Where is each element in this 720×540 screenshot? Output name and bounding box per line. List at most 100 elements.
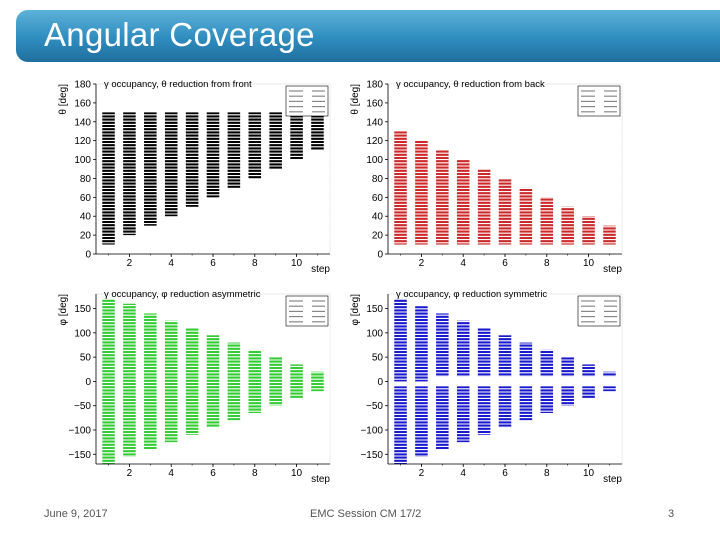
data-bar <box>164 320 178 443</box>
y-tick-label: 140 <box>74 117 91 128</box>
data-bar <box>227 342 241 421</box>
y-tick-label: 0 <box>377 377 383 388</box>
x-axis-label: step <box>603 474 622 485</box>
x-axis-label: step <box>311 264 330 275</box>
y-tick-label: 100 <box>74 155 91 166</box>
data-bar <box>603 371 616 377</box>
x-tick-label: 4 <box>168 258 174 269</box>
chart-title: γ occupancy, φ reduction symmetric <box>396 289 547 300</box>
data-bar <box>248 349 262 413</box>
data-bar <box>561 206 574 245</box>
data-bar <box>206 335 220 428</box>
chart-title: γ occupancy, θ reduction from front <box>104 79 252 90</box>
x-tick-label: 6 <box>210 468 216 479</box>
x-tick-label: 6 <box>502 258 508 269</box>
data-bar <box>248 112 262 179</box>
data-bar <box>394 386 407 464</box>
y-tick-label: 20 <box>372 231 384 242</box>
y-tick-label: 140 <box>366 117 383 128</box>
data-bar <box>561 386 574 406</box>
x-tick-label: 10 <box>583 258 595 269</box>
x-tick-label: 8 <box>252 258 258 269</box>
y-tick-label: −150 <box>360 450 383 461</box>
data-bar <box>603 225 616 245</box>
data-bar <box>102 298 115 464</box>
y-tick-label: −150 <box>68 450 91 461</box>
data-bar <box>144 313 157 450</box>
y-tick-label: 0 <box>85 377 91 388</box>
x-tick-label: 2 <box>419 258 425 269</box>
x-tick-label: 8 <box>544 258 550 269</box>
x-tick-label: 10 <box>291 468 303 479</box>
x-tick-label: 8 <box>252 468 258 479</box>
y-tick-label: 20 <box>80 231 92 242</box>
y-tick-label: 150 <box>366 304 383 315</box>
x-tick-label: 4 <box>168 468 174 479</box>
x-axis-label: step <box>603 264 622 275</box>
y-tick-label: 0 <box>85 250 91 261</box>
y-tick-label: 40 <box>80 212 92 223</box>
data-bar <box>540 386 554 413</box>
y-tick-label: 160 <box>74 98 91 109</box>
y-tick-label: 180 <box>74 80 91 91</box>
y-tick-label: 60 <box>80 193 92 204</box>
x-tick-label: 6 <box>210 258 216 269</box>
data-bar <box>436 313 449 377</box>
x-tick-label: 8 <box>544 468 550 479</box>
x-tick-label: 2 <box>127 258 133 269</box>
data-bar <box>311 371 324 392</box>
data-bar <box>415 140 428 245</box>
y-tick-label: −50 <box>74 401 91 412</box>
x-tick-label: 2 <box>127 468 133 479</box>
y-axis-label: φ [deg] <box>58 294 69 326</box>
y-tick-label: 160 <box>366 98 383 109</box>
y-tick-label: 80 <box>80 174 92 185</box>
y-tick-label: −50 <box>366 401 383 412</box>
data-bar <box>164 112 178 217</box>
data-bar <box>415 386 428 457</box>
chart-phi-symmetric: −150 −100 −50 0 50 100 150 2 4 6 8 10 step φ [deg] γ o… <box>350 289 622 485</box>
y-axis-label: θ [deg] <box>350 84 361 115</box>
chart-title: γ occupancy, θ reduction from back <box>396 79 545 90</box>
chart-title: γ occupancy, φ reduction asymmetric <box>104 289 261 300</box>
data-bar <box>206 112 220 198</box>
x-tick-label: 6 <box>502 468 508 479</box>
y-tick-label: 40 <box>372 212 384 223</box>
y-tick-label: 100 <box>366 155 383 166</box>
y-tick-label: 120 <box>366 136 383 147</box>
y-tick-label: 180 <box>366 80 383 91</box>
footer-date: June 9, 2017 <box>44 508 108 520</box>
data-bar <box>290 112 303 160</box>
y-tick-label: −100 <box>360 426 383 437</box>
y-tick-label: 50 <box>80 353 92 364</box>
y-tick-label: 80 <box>372 174 384 185</box>
chart-theta-front: 0 20 40 60 80 100 120 140 160 180 2 4 6 8 10 step θ [deg… <box>58 79 330 275</box>
footer-page-number: 3 <box>668 508 675 520</box>
y-tick-label: −100 <box>68 426 91 437</box>
title-bar <box>16 10 720 62</box>
x-tick-label: 10 <box>583 468 595 479</box>
data-bar <box>498 335 512 377</box>
footer-session: EMC Session CM 17/2 <box>310 508 422 520</box>
y-tick-label: 100 <box>74 328 91 339</box>
x-tick-label: 10 <box>291 258 303 269</box>
y-tick-label: 150 <box>74 304 91 315</box>
y-tick-label: 0 <box>377 250 383 261</box>
data-bar <box>456 320 470 377</box>
chart-theta-back: 0 20 40 60 80 100 120 140 160 180 2 4 6 8 10 step θ [deg… <box>350 79 622 275</box>
data-bar <box>477 328 491 377</box>
y-tick-label: 120 <box>74 136 91 147</box>
x-tick-label: 2 <box>419 468 425 479</box>
y-tick-label: 100 <box>366 328 383 339</box>
y-tick-label: 60 <box>372 193 384 204</box>
data-bar <box>519 386 533 421</box>
x-tick-label: 4 <box>460 258 466 269</box>
x-tick-label: 4 <box>460 468 466 479</box>
chart-phi-asymmetric: −150 −100 −50 0 50 100 150 2 4 6 8 10 step φ [deg] γ o… <box>58 289 330 485</box>
x-axis-label: step <box>311 474 330 485</box>
data-bar <box>582 364 595 377</box>
y-axis-label: θ [deg] <box>58 84 69 115</box>
y-tick-label: 50 <box>372 353 384 364</box>
slide-title: Angular Coverage <box>44 16 315 53</box>
data-bar <box>394 298 407 382</box>
